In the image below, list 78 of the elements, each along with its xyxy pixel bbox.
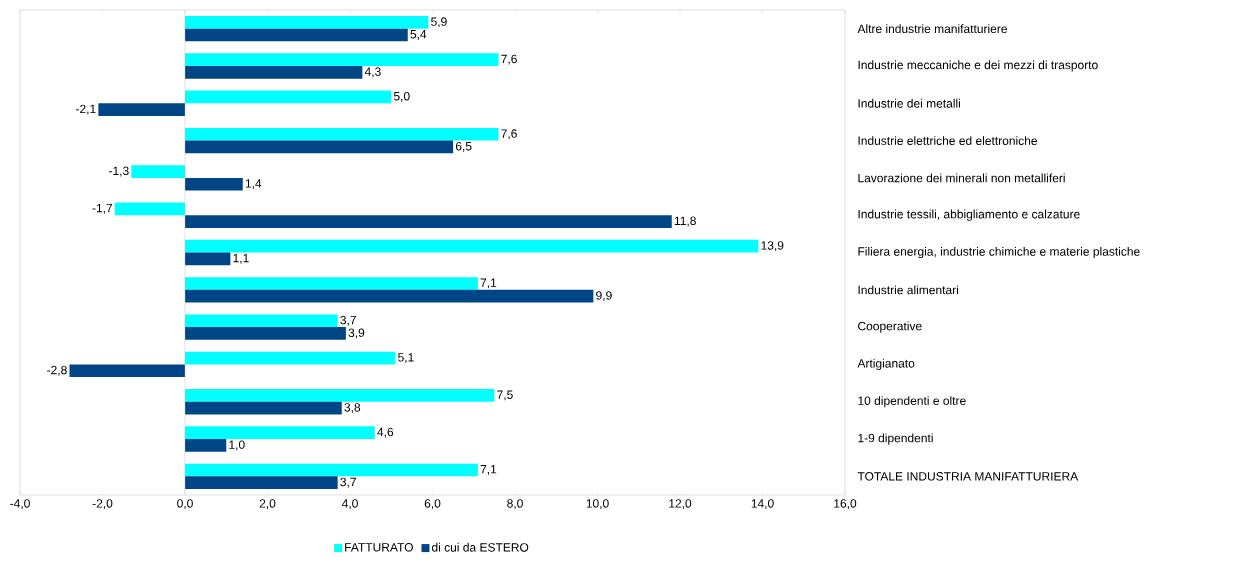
bar — [185, 351, 396, 365]
x-tick-label: -2,0 — [92, 499, 113, 510]
x-tick-label: -4,0 — [10, 499, 30, 510]
bar — [131, 165, 185, 178]
bar — [185, 439, 227, 452]
bar — [69, 364, 185, 378]
bar — [185, 476, 338, 490]
x-tick-label: 12,0 — [669, 499, 692, 510]
y-tick-label: Artigianato — [857, 358, 915, 371]
x-tick-label: 10,0 — [586, 499, 609, 510]
data-label: 7,6 — [501, 129, 517, 140]
bar — [185, 215, 672, 228]
data-label: 11,8 — [674, 216, 696, 227]
y-tick-label: 10 dipendenti e oltre — [858, 396, 966, 408]
data-label: 3,7 — [340, 315, 356, 326]
bar — [185, 327, 346, 340]
x-tick-label: 16,0 — [834, 499, 857, 510]
data-label: 1,4 — [245, 179, 262, 190]
y-tick-label: Industrie meccaniche e dei mezzi di trasporto — [858, 60, 1098, 72]
data-label: 5,9 — [431, 17, 447, 28]
bar — [185, 28, 408, 42]
x-tick-label: 8,0 — [507, 499, 523, 510]
data-label: 5,0 — [393, 91, 410, 102]
bar — [185, 53, 499, 66]
y-tick-label: Industrie dei metalli — [858, 98, 961, 108]
data-label: 9,9 — [596, 291, 612, 302]
data-label: 7,5 — [497, 390, 513, 401]
y-tick-label: Cooperative — [858, 321, 922, 333]
data-label: 3,9 — [348, 328, 365, 339]
y-tick-label: Lavorazione dei minerali non metalliferi — [858, 173, 1065, 183]
y-tick-label: 1-9 dipendenti — [858, 433, 933, 445]
data-label: -1,7 — [92, 203, 113, 214]
data-label: 5,4 — [410, 30, 427, 40]
bar — [185, 277, 478, 290]
data-label: 1,1 — [233, 253, 249, 264]
data-label: 7,6 — [501, 54, 517, 65]
bar — [98, 103, 185, 116]
data-label: 4,3 — [364, 67, 381, 78]
x-tick-label: 14,0 — [751, 499, 774, 510]
bar — [185, 239, 759, 253]
bar — [114, 202, 185, 216]
bar — [185, 289, 594, 303]
data-label: 3,8 — [344, 403, 361, 414]
data-label: 13,9 — [761, 241, 784, 252]
data-label: 4,6 — [377, 427, 394, 438]
y-tick-label: Industrie elettriche ed elettroniche — [858, 136, 1037, 145]
x-tick-label: 4,0 — [341, 499, 358, 510]
y-tick-label: Filiera energia, industrie chimiche e materie plastiche — [858, 246, 1140, 259]
x-tick-label: 2,0 — [259, 499, 276, 510]
data-label: 3,7 — [340, 477, 356, 488]
y-tick-label: Altre industrie manifatturiere — [857, 24, 1007, 34]
bar — [185, 426, 375, 440]
legend-label: di cui da ESTERO — [431, 542, 529, 552]
bar — [185, 389, 495, 402]
data-label: 7,1 — [480, 278, 497, 289]
data-label: -1,3 — [109, 166, 129, 177]
bar — [185, 401, 342, 415]
data-label: 6,5 — [455, 141, 472, 152]
data-label: 5,1 — [398, 353, 414, 363]
bar — [185, 463, 478, 477]
x-tick-label: 6,0 — [424, 499, 441, 510]
data-label: -2,1 — [76, 104, 96, 115]
data-label: 1,0 — [229, 440, 245, 451]
y-tick-label: Industrie alimentari — [858, 285, 959, 295]
y-tick-label: Industrie tessili, abbigliamento e calzature — [858, 209, 1080, 221]
legend-label: FATTURATO — [345, 543, 413, 552]
y-tick-label: TOTALE INDUSTRIA MANIFATTURIERA — [857, 472, 1079, 481]
x-tick-label: 0,0 — [177, 499, 193, 510]
data-label: -2,8 — [47, 365, 67, 376]
bar — [185, 314, 338, 328]
bar — [185, 252, 231, 266]
bar — [185, 90, 392, 104]
data-label: 7,1 — [480, 465, 497, 475]
bar — [185, 127, 499, 141]
bar — [185, 177, 243, 191]
bar — [185, 140, 454, 154]
bar — [185, 15, 429, 29]
bar — [185, 65, 363, 79]
